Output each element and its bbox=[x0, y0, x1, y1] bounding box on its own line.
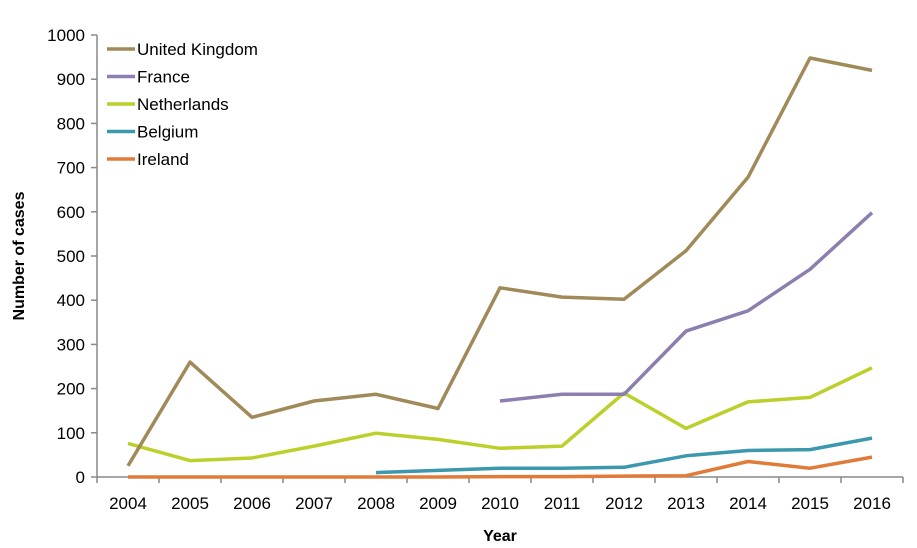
y-tick-label: 1000 bbox=[47, 26, 85, 45]
x-tick-label: 2009 bbox=[419, 494, 457, 513]
y-ticks: 0 100 200 300 400 500 600 700 800 900 1000 bbox=[47, 26, 97, 487]
x-tick-label: 2004 bbox=[109, 494, 147, 513]
x-tick-label: 2006 bbox=[233, 494, 271, 513]
legend-item-netherlands: Netherlands bbox=[107, 95, 229, 114]
legend-item-united-kingdom: United Kingdom bbox=[107, 40, 258, 59]
x-tick-label: 2012 bbox=[605, 494, 643, 513]
y-tick-label: 600 bbox=[57, 203, 85, 222]
x-tick-label: 2010 bbox=[481, 494, 519, 513]
y-tick-label: 300 bbox=[57, 335, 85, 354]
series-line-france bbox=[499, 211, 874, 403]
series-line-united-kingdom bbox=[126, 56, 873, 467]
legend-item-belgium: Belgium bbox=[107, 123, 198, 142]
legend-label: Ireland bbox=[137, 150, 189, 169]
x-tick-label: 2013 bbox=[667, 494, 705, 513]
x-tick-label: 2016 bbox=[853, 494, 891, 513]
x-tick-label: 2005 bbox=[171, 494, 209, 513]
legend-label: United Kingdom bbox=[137, 40, 258, 59]
x-tick-label: 2007 bbox=[295, 494, 333, 513]
y-tick-label: 700 bbox=[57, 159, 85, 178]
legend: United Kingdom France Netherlands Belgium Ir… bbox=[107, 40, 258, 169]
y-tick-label: 100 bbox=[57, 424, 85, 443]
legend-label: Belgium bbox=[137, 123, 198, 142]
y-tick-label: 900 bbox=[57, 70, 85, 89]
y-tick-label: 0 bbox=[76, 468, 85, 487]
series-line-netherlands bbox=[127, 366, 873, 463]
x-tick-label: 2015 bbox=[791, 494, 829, 513]
y-tick-label: 500 bbox=[57, 247, 85, 266]
y-axis-title: Number of cases bbox=[11, 191, 28, 320]
legend-label: Netherlands bbox=[137, 95, 229, 114]
legend-item-france: France bbox=[107, 68, 190, 87]
series-lines bbox=[126, 56, 874, 479]
legend-label: France bbox=[137, 68, 190, 87]
y-tick-label: 200 bbox=[57, 380, 85, 399]
x-ticks: 2004 2005 2006 2007 2008 2009 2010 2011 2012 2013… bbox=[96, 477, 904, 513]
series-line-belgium bbox=[375, 436, 873, 475]
legend-item-ireland: Ireland bbox=[107, 150, 189, 169]
x-tick-label: 2011 bbox=[544, 494, 581, 513]
y-tick-label: 400 bbox=[57, 291, 85, 310]
x-tick-label: 2008 bbox=[357, 494, 395, 513]
x-axis-title: Year bbox=[483, 528, 517, 545]
x-tick-label: 2014 bbox=[729, 494, 767, 513]
y-tick-label: 800 bbox=[57, 114, 85, 133]
